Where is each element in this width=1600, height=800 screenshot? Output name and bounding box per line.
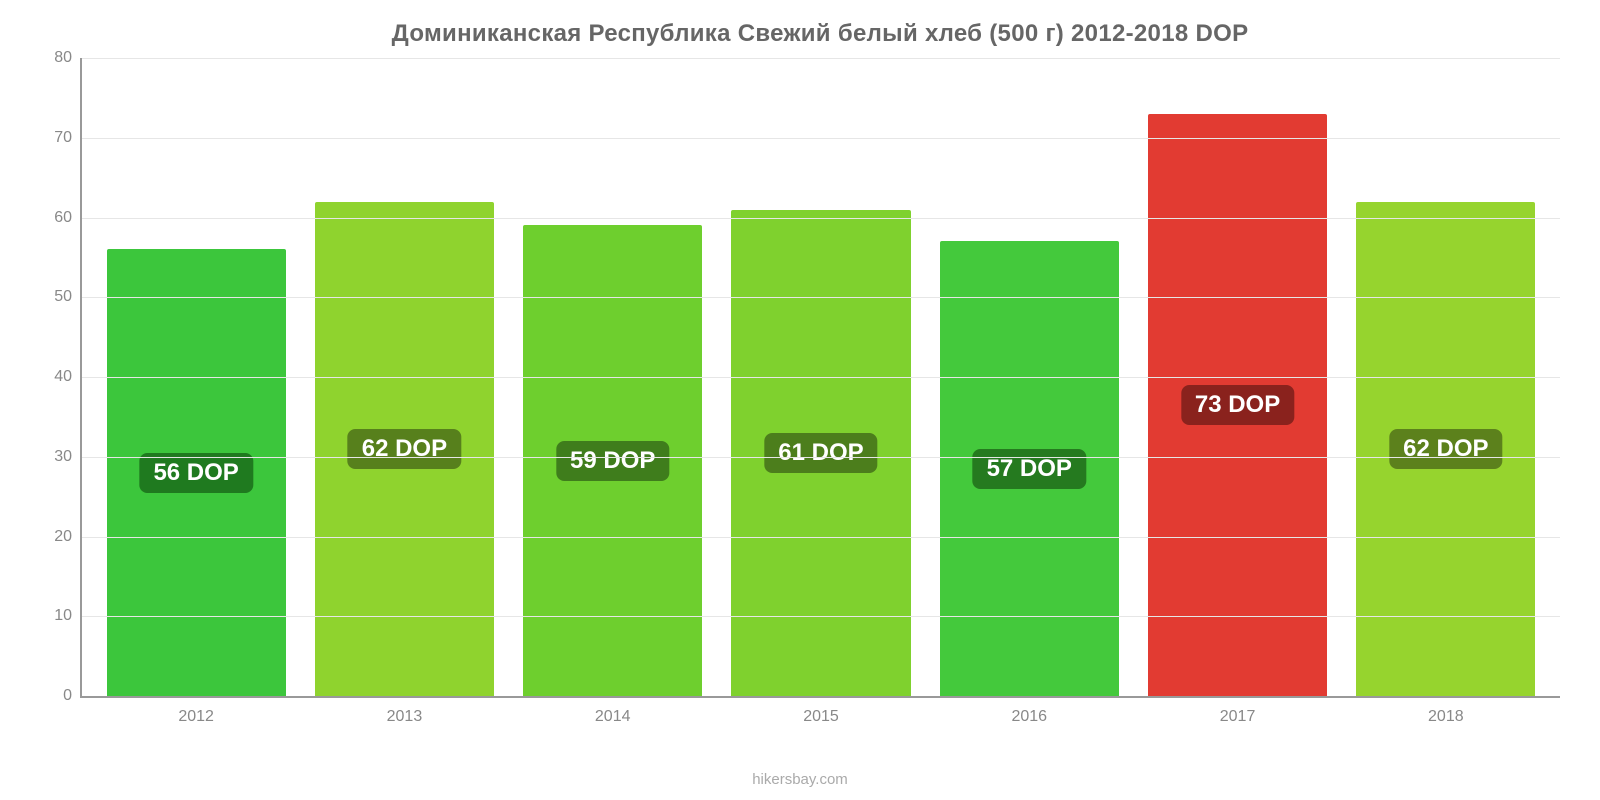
gridline: [82, 138, 1560, 139]
gridline: [82, 377, 1560, 378]
bar-chart: Доминиканская Республика Свежий белый хл…: [0, 0, 1600, 800]
bar: 62 DOP: [315, 202, 494, 696]
bar-value-label: 56 DOP: [139, 453, 252, 493]
bar: 59 DOP: [523, 225, 702, 696]
bar-value-label: 61 DOP: [764, 433, 877, 473]
y-tick-label: 10: [54, 607, 82, 625]
x-tick-label: 2018: [1428, 696, 1464, 726]
y-tick-label: 70: [54, 129, 82, 147]
bar-value-label: 62 DOP: [348, 429, 461, 469]
gridline: [82, 218, 1560, 219]
bar-value-label: 57 DOP: [973, 449, 1086, 489]
x-tick-label: 2013: [387, 696, 423, 726]
bar-value-label: 59 DOP: [556, 441, 669, 481]
x-tick-label: 2015: [803, 696, 839, 726]
gridline: [82, 616, 1560, 617]
y-tick-label: 0: [63, 687, 82, 705]
bar: 61 DOP: [731, 210, 910, 696]
chart-footer: hikersbay.com: [0, 771, 1600, 788]
y-tick-label: 30: [54, 448, 82, 466]
x-tick-label: 2017: [1220, 696, 1256, 726]
y-tick-label: 50: [54, 288, 82, 306]
bar-value-label: 62 DOP: [1389, 429, 1502, 469]
bar-value-label: 73 DOP: [1181, 385, 1294, 425]
y-tick-label: 80: [54, 49, 82, 67]
y-tick-label: 20: [54, 528, 82, 546]
gridline: [82, 58, 1560, 59]
chart-title: Доминиканская Республика Свежий белый хл…: [80, 20, 1560, 48]
x-tick-label: 2012: [178, 696, 214, 726]
gridline: [82, 297, 1560, 298]
bar: 62 DOP: [1356, 202, 1535, 696]
y-tick-label: 40: [54, 368, 82, 386]
x-tick-label: 2016: [1011, 696, 1047, 726]
plot-area: 56 DOP201262 DOP201359 DOP201461 DOP2015…: [80, 58, 1560, 698]
bar: 73 DOP: [1148, 114, 1327, 696]
bar: 57 DOP: [940, 241, 1119, 696]
gridline: [82, 457, 1560, 458]
y-tick-label: 60: [54, 209, 82, 227]
gridline: [82, 537, 1560, 538]
x-tick-label: 2014: [595, 696, 631, 726]
bar: 56 DOP: [107, 249, 286, 696]
